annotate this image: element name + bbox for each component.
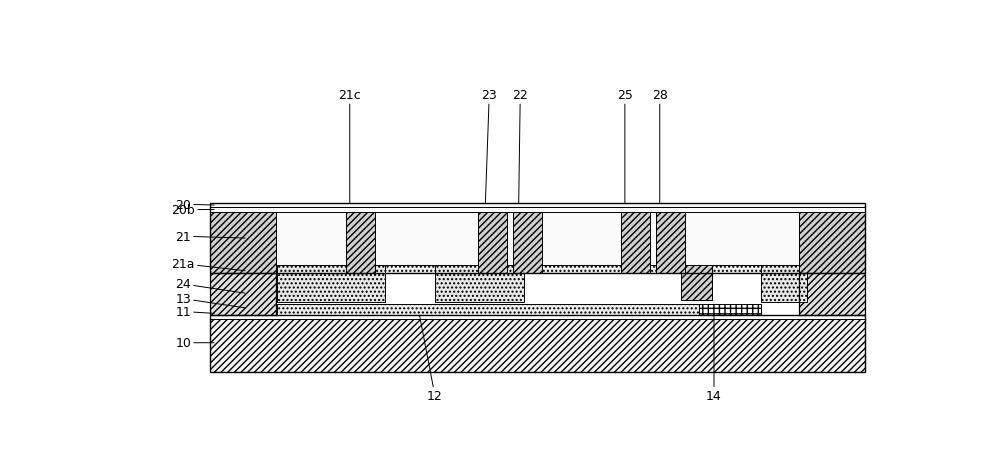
Bar	[478, 203, 507, 273]
Bar	[210, 212, 865, 265]
Text: 12: 12	[420, 316, 443, 403]
Bar	[210, 203, 865, 273]
Bar	[650, 212, 656, 265]
Bar	[210, 273, 276, 316]
Bar	[375, 212, 478, 265]
Text: 10: 10	[175, 337, 214, 349]
Bar	[799, 273, 865, 316]
Bar	[621, 203, 650, 273]
Text: 13: 13	[175, 293, 245, 308]
Text: 20: 20	[175, 198, 214, 211]
Bar	[210, 203, 865, 208]
Bar	[276, 273, 799, 301]
Bar	[435, 265, 524, 303]
Bar	[656, 203, 685, 273]
Bar	[210, 265, 865, 273]
Bar	[210, 208, 865, 212]
Bar	[210, 316, 865, 372]
Bar	[276, 212, 346, 265]
Bar	[698, 305, 761, 316]
Text: 24: 24	[175, 278, 245, 294]
Text: 21c: 21c	[338, 89, 361, 204]
Bar	[210, 273, 276, 316]
Bar	[277, 305, 699, 316]
Text: 20b: 20b	[171, 204, 214, 217]
Text: 21: 21	[175, 230, 245, 243]
Text: 28: 28	[652, 89, 668, 204]
Bar	[799, 273, 865, 316]
Bar	[685, 212, 799, 265]
Bar	[799, 203, 865, 273]
Bar	[761, 265, 807, 303]
Bar	[346, 203, 375, 273]
Bar	[210, 316, 865, 319]
Text: 25: 25	[617, 89, 633, 204]
Text: 22: 22	[512, 89, 528, 204]
Bar	[512, 203, 542, 273]
Text: 11: 11	[175, 306, 214, 318]
Bar	[210, 259, 276, 316]
Bar	[210, 316, 865, 372]
Bar	[681, 265, 712, 301]
Text: 14: 14	[706, 316, 722, 403]
Bar	[277, 265, 385, 303]
Text: 23: 23	[481, 89, 497, 204]
Bar	[507, 212, 512, 265]
Bar	[210, 203, 276, 273]
Bar	[799, 259, 865, 316]
Text: 21a: 21a	[171, 258, 245, 271]
Bar	[542, 212, 621, 265]
